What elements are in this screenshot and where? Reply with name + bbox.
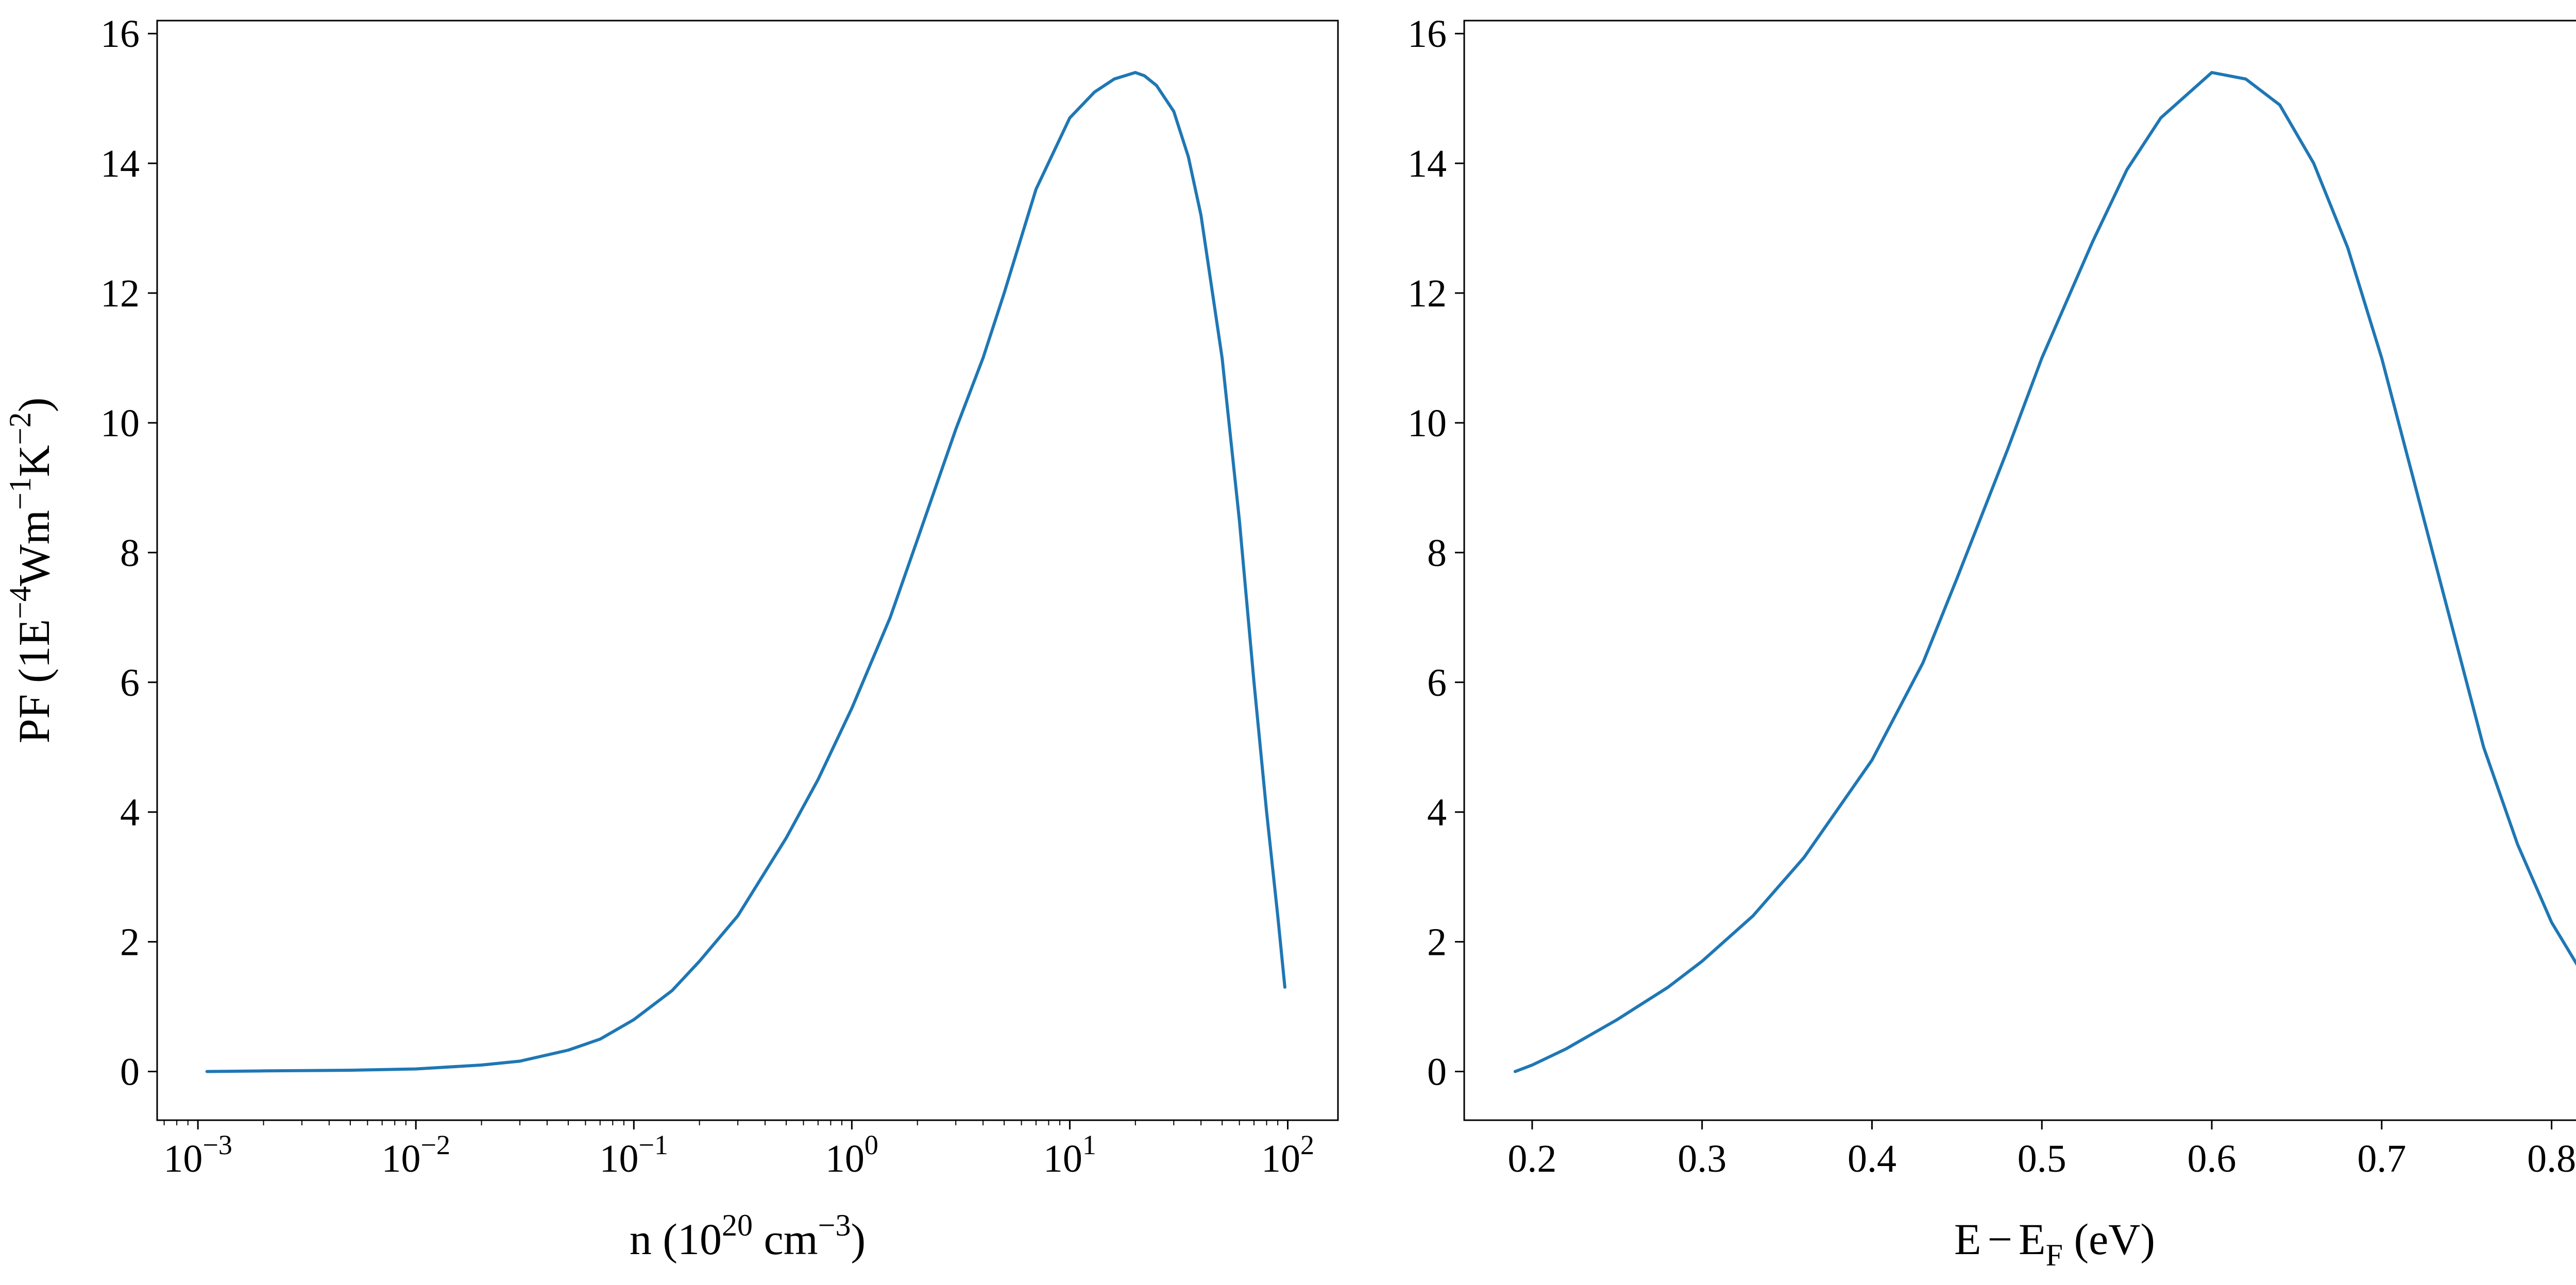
x-tick-label: 0.7: [2357, 1137, 2406, 1180]
right-y-ticks: 0 2 4 6 8 10 12 14 16: [1408, 12, 1464, 1094]
x-tick-label: 100: [825, 1129, 878, 1180]
y-tick-label: 4: [120, 791, 140, 834]
y-tick-label: 14: [1408, 142, 1447, 185]
x-tick-label: 102: [1261, 1129, 1314, 1180]
y-tick-label: 10: [100, 402, 140, 445]
x-tick-label: 10−3: [163, 1129, 232, 1180]
right-axes-frame: [1463, 20, 2576, 1121]
y-tick-label: 12: [1408, 272, 1447, 315]
x-tick-label: 0.4: [1848, 1137, 1896, 1180]
right-x-axis-label: E − EF (eV): [1954, 1214, 2155, 1272]
y-tick-label: 12: [100, 272, 140, 315]
y-tick-label: 14: [100, 142, 140, 185]
left-x-axis-label: n (1020 cm−3): [630, 1208, 866, 1264]
y-tick-label: 6: [1427, 661, 1447, 705]
y-tick-label: 16: [1408, 12, 1447, 56]
y-tick-label: 8: [120, 532, 140, 575]
right-panel: 0 2 4 6 8 10 12 14 16 0.2 0.3 0.4 0.5 0.6 0.7 0.8 E − EF…: [1408, 12, 2576, 1272]
y-tick-label: 2: [120, 921, 140, 964]
x-tick-label: 0.6: [2188, 1137, 2236, 1180]
x-tick-label: 10−1: [600, 1129, 668, 1180]
x-tick-label: 10−2: [381, 1129, 450, 1180]
left-axes-frame: [156, 20, 1339, 1121]
left-panel: 0 2 4 6 8 10 12 14 16 10−3 10−2 10−1 100 101 102 n (1…: [3, 12, 1339, 1264]
y-tick-label: 2: [1427, 921, 1447, 964]
left-x-ticks: 10−3 10−2 10−1 100 101 102: [163, 1120, 1314, 1180]
x-tick-label: 0.5: [2018, 1137, 2066, 1180]
y-tick-label: 4: [1427, 791, 1447, 834]
x-tick-label: 101: [1043, 1129, 1096, 1180]
left-series-line: [205, 71, 1286, 1073]
y-tick-label: 0: [120, 1051, 140, 1094]
right-x-ticks: 0.2 0.3 0.4 0.5 0.6 0.7 0.8: [1507, 1120, 2576, 1180]
y-tick-label: 0: [1427, 1051, 1447, 1094]
left-y-axis-label: PF (1E−4Wm−1K−2): [3, 398, 59, 744]
right-series-line: [1513, 71, 2576, 1073]
x-tick-label: 0.3: [1677, 1137, 1726, 1180]
y-tick-label: 8: [1427, 532, 1447, 575]
left-y-ticks: 0 2 4 6 8 10 12 14 16: [100, 12, 157, 1094]
x-tick-label: 0.8: [2527, 1137, 2576, 1180]
x-tick-label: 0.2: [1507, 1137, 1556, 1180]
y-tick-label: 10: [1408, 402, 1447, 445]
y-tick-label: 16: [100, 12, 140, 56]
y-tick-label: 6: [120, 661, 140, 705]
